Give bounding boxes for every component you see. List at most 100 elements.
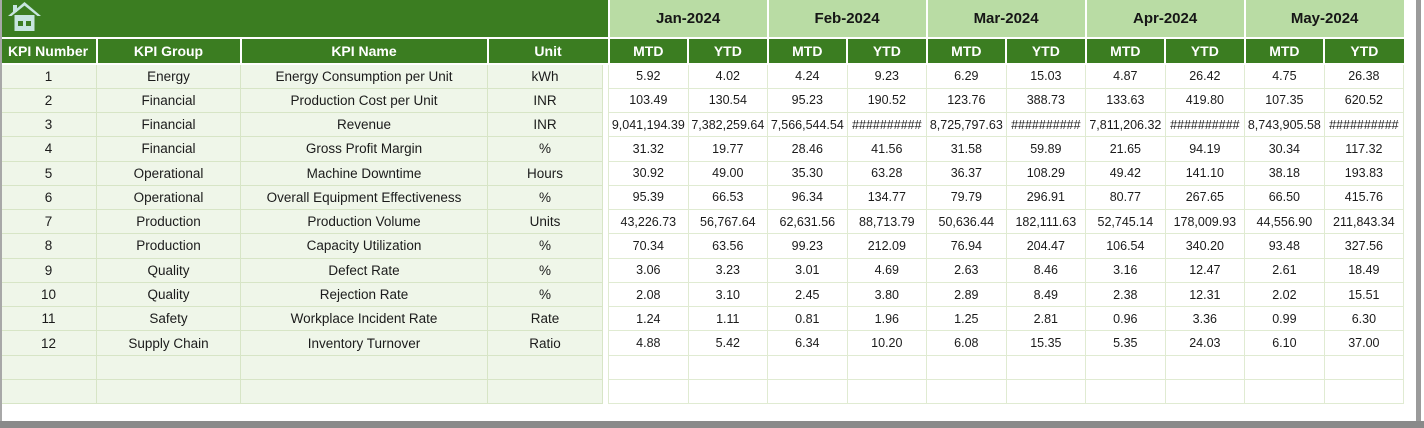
cell-value[interactable] xyxy=(767,378,848,405)
cell-value[interactable]: 4.88 xyxy=(608,330,689,356)
cell-value[interactable]: 6.30 xyxy=(1323,306,1405,332)
cell-unit[interactable]: INR xyxy=(487,87,603,114)
cell-kpi-group[interactable]: Supply Chain xyxy=(96,330,241,356)
subheader-mtd[interactable]: MTD xyxy=(1243,37,1325,65)
cell-value[interactable]: 95.23 xyxy=(767,87,848,114)
cell-value[interactable]: 106.54 xyxy=(1085,233,1166,259)
cell-kpi-number[interactable]: 10 xyxy=(0,281,97,308)
cell-kpi-name[interactable]: Machine Downtime xyxy=(240,160,488,186)
cell-value[interactable]: 15.51 xyxy=(1323,281,1405,308)
cell-unit[interactable]: Rate xyxy=(487,306,603,332)
cell-value[interactable]: 8.49 xyxy=(1005,281,1087,308)
cell-value[interactable]: 3.23 xyxy=(687,257,769,283)
cell-value[interactable]: 7,382,259.64 xyxy=(687,112,769,138)
scrollbar-edge[interactable] xyxy=(1416,0,1421,421)
cell-value[interactable]: 5.42 xyxy=(687,330,769,356)
cell-value[interactable]: 193.83 xyxy=(1323,160,1405,186)
cell-value[interactable]: 6.08 xyxy=(926,330,1007,356)
cell-value[interactable]: 24.03 xyxy=(1164,330,1246,356)
cell-value[interactable]: 117.32 xyxy=(1323,136,1405,162)
cell-kpi-name[interactable]: Production Cost per Unit xyxy=(240,87,488,114)
cell-kpi-name[interactable]: Production Volume xyxy=(240,209,488,235)
cell-value[interactable]: ########## xyxy=(1164,112,1246,138)
subheader-mtd[interactable]: MTD xyxy=(766,37,848,65)
cell-value[interactable]: 4.87 xyxy=(1085,63,1166,89)
cell-value[interactable]: 62,631.56 xyxy=(767,209,848,235)
cell-value[interactable] xyxy=(846,378,928,405)
cell-value[interactable]: 4.02 xyxy=(687,63,769,89)
cell-value[interactable]: 4.24 xyxy=(767,63,848,89)
cell-value[interactable]: 6.29 xyxy=(926,63,1007,89)
cell-value[interactable]: 7,811,206.32 xyxy=(1085,112,1166,138)
cell-value[interactable]: ########## xyxy=(1323,112,1405,138)
cell-kpi-group[interactable]: Production xyxy=(96,209,241,235)
cell-value[interactable]: 12.47 xyxy=(1164,257,1246,283)
home-cell[interactable] xyxy=(0,0,609,39)
cell-kpi-group[interactable]: Financial xyxy=(96,112,241,138)
subheader-mtd[interactable]: MTD xyxy=(925,37,1007,65)
cell-value[interactable]: 107.35 xyxy=(1244,87,1325,114)
cell-kpi-name[interactable]: Gross Profit Margin xyxy=(240,136,488,162)
cell-kpi-group[interactable]: Energy xyxy=(96,63,241,89)
cell-value[interactable]: 35.30 xyxy=(767,160,848,186)
cell-value[interactable] xyxy=(1085,378,1166,405)
cell-value[interactable] xyxy=(608,354,689,380)
cell-value[interactable]: 8,743,905.58 xyxy=(1244,112,1325,138)
cell-value[interactable]: 620.52 xyxy=(1323,87,1405,114)
cell-value[interactable]: 267.65 xyxy=(1164,184,1246,211)
month-header-mar[interactable]: Mar-2024 xyxy=(925,0,1086,39)
cell-value[interactable]: 96.34 xyxy=(767,184,848,211)
cell-kpi-number[interactable]: 8 xyxy=(0,233,97,259)
cell-value[interactable] xyxy=(926,354,1007,380)
cell-value[interactable] xyxy=(1164,354,1246,380)
cell-value[interactable]: 70.34 xyxy=(608,233,689,259)
cell-value[interactable]: 5.92 xyxy=(608,63,689,89)
cell-value[interactable] xyxy=(1085,354,1166,380)
cell-unit[interactable]: % xyxy=(487,257,603,283)
cell-value[interactable] xyxy=(1244,378,1325,405)
cell-kpi-number[interactable]: 3 xyxy=(0,112,97,138)
cell-kpi-group[interactable]: Quality xyxy=(96,281,241,308)
cell-value[interactable]: 28.46 xyxy=(767,136,848,162)
cell-value[interactable]: 6.10 xyxy=(1244,330,1325,356)
subheader-mtd[interactable]: MTD xyxy=(1084,37,1166,65)
cell-value[interactable]: 80.77 xyxy=(1085,184,1166,211)
cell-value[interactable]: 30.92 xyxy=(608,160,689,186)
cell-value[interactable]: 50,636.44 xyxy=(926,209,1007,235)
cell-value[interactable]: 94.19 xyxy=(1164,136,1246,162)
cell-value[interactable]: 190.52 xyxy=(846,87,928,114)
cell-kpi-number[interactable]: 11 xyxy=(0,306,97,332)
cell-kpi-name[interactable]: Revenue xyxy=(240,112,488,138)
cell-value[interactable]: 76.94 xyxy=(926,233,1007,259)
cell-value[interactable]: 327.56 xyxy=(1323,233,1405,259)
cell-value[interactable]: 2.08 xyxy=(608,281,689,308)
cell-value[interactable]: 31.58 xyxy=(926,136,1007,162)
subheader-ytd[interactable]: YTD xyxy=(1323,37,1404,65)
cell-value[interactable] xyxy=(767,354,848,380)
cell-unit[interactable]: Hours xyxy=(487,160,603,186)
cell-kpi-name[interactable] xyxy=(240,378,488,405)
cell-value[interactable] xyxy=(1244,354,1325,380)
cell-value[interactable]: 3.80 xyxy=(846,281,928,308)
cell-value[interactable] xyxy=(1005,354,1087,380)
subheader-mtd[interactable]: MTD xyxy=(607,37,689,65)
cell-value[interactable]: 388.73 xyxy=(1005,87,1087,114)
subheader-ytd[interactable]: YTD xyxy=(846,37,927,65)
cell-value[interactable]: 5.35 xyxy=(1085,330,1166,356)
cell-value[interactable]: 52,745.14 xyxy=(1085,209,1166,235)
cell-value[interactable]: 0.99 xyxy=(1244,306,1325,332)
cell-unit[interactable]: % xyxy=(487,184,603,211)
cell-kpi-name[interactable]: Overall Equipment Effectiveness xyxy=(240,184,488,211)
cell-kpi-group[interactable] xyxy=(96,354,241,380)
cell-kpi-name[interactable] xyxy=(240,354,488,380)
cell-value[interactable]: 44,556.90 xyxy=(1244,209,1325,235)
cell-value[interactable]: 204.47 xyxy=(1005,233,1087,259)
cell-kpi-group[interactable]: Production xyxy=(96,233,241,259)
col-header-kpi-number[interactable]: KPI Number xyxy=(0,37,97,65)
cell-value[interactable]: 7,566,544.54 xyxy=(767,112,848,138)
cell-value[interactable]: 8.46 xyxy=(1005,257,1087,283)
cell-kpi-name[interactable]: Defect Rate xyxy=(240,257,488,283)
subheader-ytd[interactable]: YTD xyxy=(1164,37,1245,65)
cell-unit[interactable]: kWh xyxy=(487,63,603,89)
cell-kpi-name[interactable]: Energy Consumption per Unit xyxy=(240,63,488,89)
